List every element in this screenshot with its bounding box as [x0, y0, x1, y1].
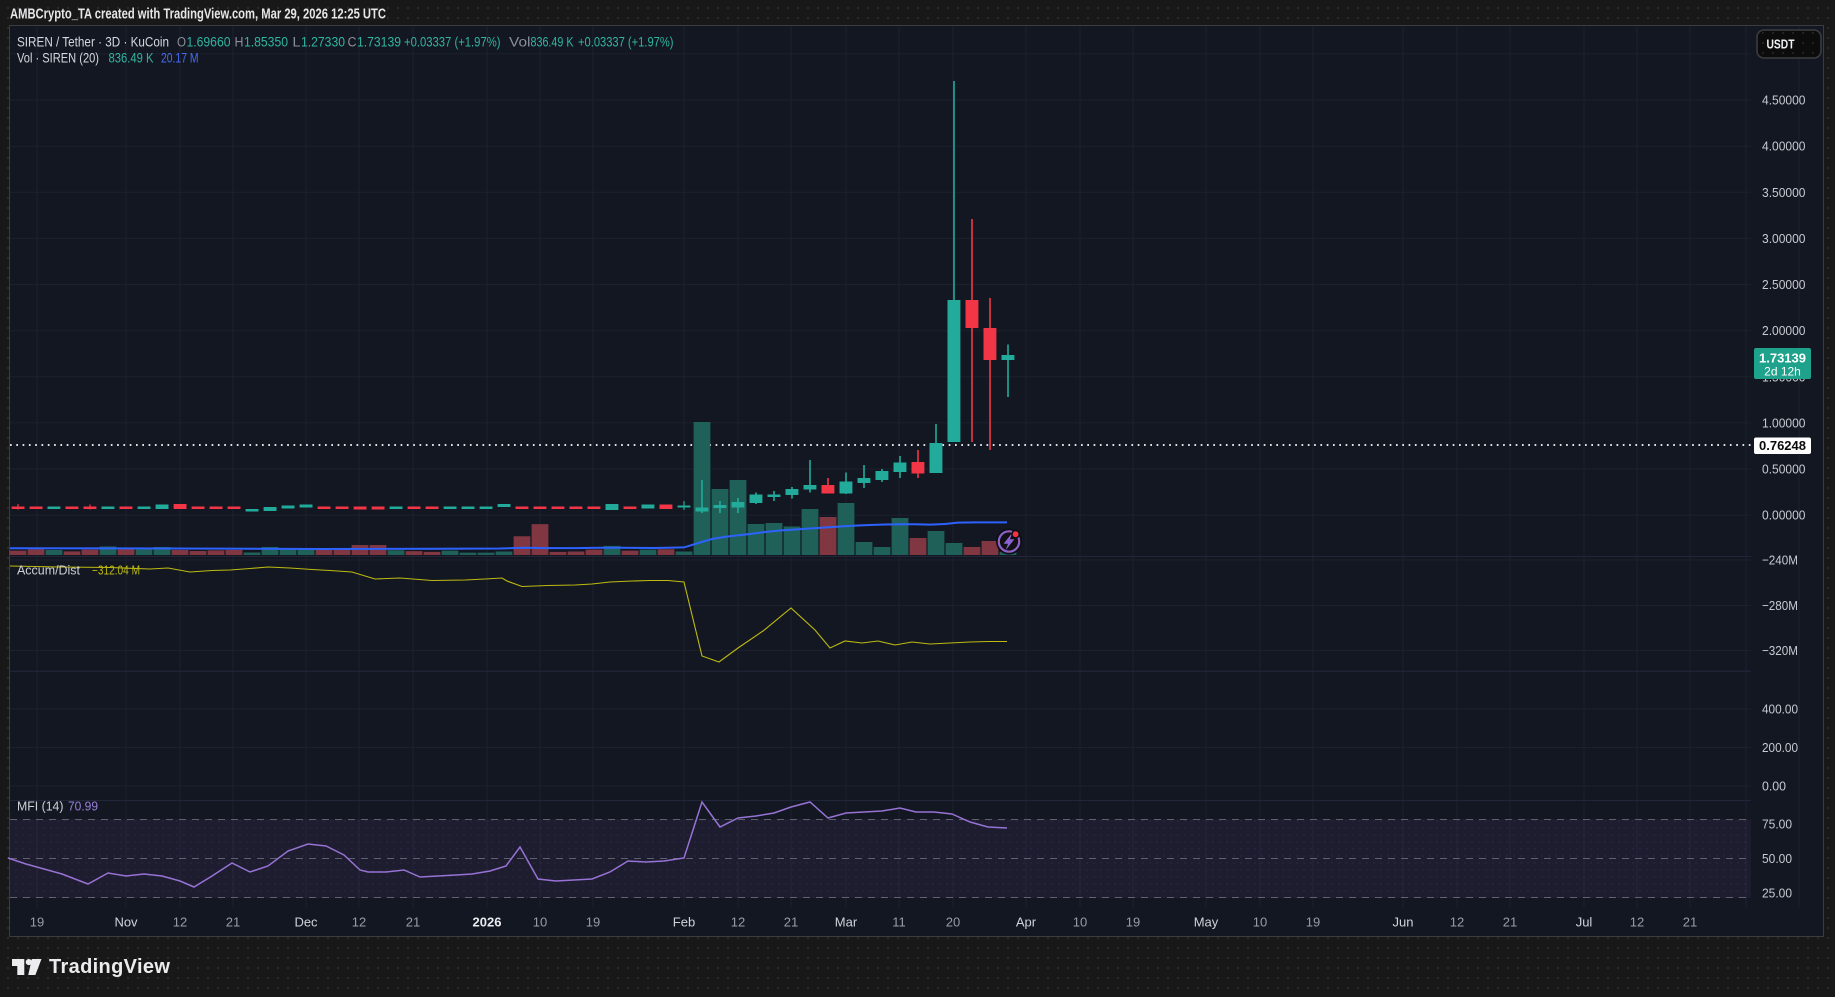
svg-text:2d 12h: 2d 12h: [1764, 365, 1801, 379]
svg-text:0.00000: 0.00000: [1762, 508, 1806, 523]
svg-text:3.50000: 3.50000: [1762, 185, 1806, 200]
svg-text:H: H: [235, 35, 244, 50]
svg-text:0.00: 0.00: [1762, 779, 1786, 794]
svg-text:12: 12: [173, 915, 187, 930]
svg-text:Vol · SIREN (20): Vol · SIREN (20): [17, 51, 99, 66]
svg-text:4.50000: 4.50000: [1762, 93, 1806, 108]
svg-text:2026: 2026: [473, 915, 502, 930]
svg-text:USDT: USDT: [1767, 37, 1795, 52]
svg-text:Mar: Mar: [835, 915, 858, 930]
svg-text:200.00: 200.00: [1762, 740, 1798, 755]
svg-text:1.69660: 1.69660: [187, 35, 231, 50]
svg-text:10: 10: [533, 915, 547, 930]
svg-text:21: 21: [226, 915, 240, 930]
svg-text:MFI (14): MFI (14): [17, 800, 64, 814]
svg-text:+0.03337 (+1.97%): +0.03337 (+1.97%): [404, 35, 501, 50]
svg-text:50.00: 50.00: [1762, 851, 1792, 866]
svg-text:10: 10: [1073, 915, 1087, 930]
svg-text:Apr: Apr: [1016, 915, 1037, 930]
svg-text:O: O: [177, 35, 186, 50]
svg-text:12: 12: [1450, 915, 1464, 930]
svg-text:21: 21: [1683, 915, 1697, 930]
svg-text:11: 11: [892, 915, 906, 930]
svg-text:−240M: −240M: [1762, 553, 1798, 568]
svg-text:0.76248: 0.76248: [1759, 438, 1806, 453]
svg-text:May: May: [1194, 915, 1219, 930]
svg-text:12: 12: [731, 915, 745, 930]
svg-text:20: 20: [946, 915, 960, 930]
svg-text:400.00: 400.00: [1762, 702, 1798, 717]
svg-text:2.00000: 2.00000: [1762, 323, 1806, 338]
svg-text:19: 19: [30, 915, 44, 930]
svg-text:21: 21: [406, 915, 420, 930]
svg-text:75.00: 75.00: [1762, 817, 1792, 832]
svg-text:Vol: Vol: [509, 35, 531, 50]
svg-text:19: 19: [1126, 915, 1140, 930]
svg-text:836.49 K: 836.49 K: [531, 35, 574, 50]
svg-text:2.50000: 2.50000: [1762, 277, 1806, 292]
svg-text:10: 10: [1253, 915, 1267, 930]
svg-text:−280M: −280M: [1762, 598, 1798, 613]
svg-text:12: 12: [1630, 915, 1644, 930]
svg-text:1.73139: 1.73139: [357, 35, 401, 50]
svg-text:25.00: 25.00: [1762, 886, 1792, 901]
svg-text:−320M: −320M: [1762, 643, 1798, 658]
svg-text:L: L: [293, 35, 302, 50]
svg-text:AMBCrypto_TA created with Trad: AMBCrypto_TA created with TradingView.co…: [10, 7, 386, 23]
svg-text:Nov: Nov: [114, 915, 138, 930]
svg-text:1.73139: 1.73139: [1759, 351, 1806, 366]
svg-text:+0.03337 (+1.97%): +0.03337 (+1.97%): [578, 35, 674, 50]
svg-text:SIREN / Tether · 3D · KuCoin: SIREN / Tether · 3D · KuCoin: [17, 35, 169, 50]
svg-text:70.99: 70.99: [68, 800, 98, 814]
svg-text:1.00000: 1.00000: [1762, 415, 1806, 430]
svg-text:1.27330: 1.27330: [301, 35, 345, 50]
svg-text:0.50000: 0.50000: [1762, 462, 1806, 477]
svg-text:Feb: Feb: [673, 915, 695, 930]
svg-text:1.85350: 1.85350: [244, 35, 288, 50]
svg-text:12: 12: [352, 915, 366, 930]
svg-text:20.17 M: 20.17 M: [161, 51, 199, 66]
svg-text:3.00000: 3.00000: [1762, 231, 1806, 246]
svg-text:C: C: [348, 35, 357, 50]
svg-text:Accum/Dist: Accum/Dist: [17, 564, 81, 578]
svg-text:Jul: Jul: [1576, 915, 1593, 930]
svg-text:Dec: Dec: [294, 915, 318, 930]
svg-text:21: 21: [784, 915, 798, 930]
svg-text:836.49 K: 836.49 K: [109, 51, 154, 66]
svg-text:19: 19: [1306, 915, 1320, 930]
svg-text:Jun: Jun: [1393, 915, 1414, 930]
svg-text:21: 21: [1503, 915, 1517, 930]
svg-text:19: 19: [586, 915, 600, 930]
svg-text:4.00000: 4.00000: [1762, 139, 1806, 154]
svg-text:−312.04 M: −312.04 M: [92, 564, 140, 578]
